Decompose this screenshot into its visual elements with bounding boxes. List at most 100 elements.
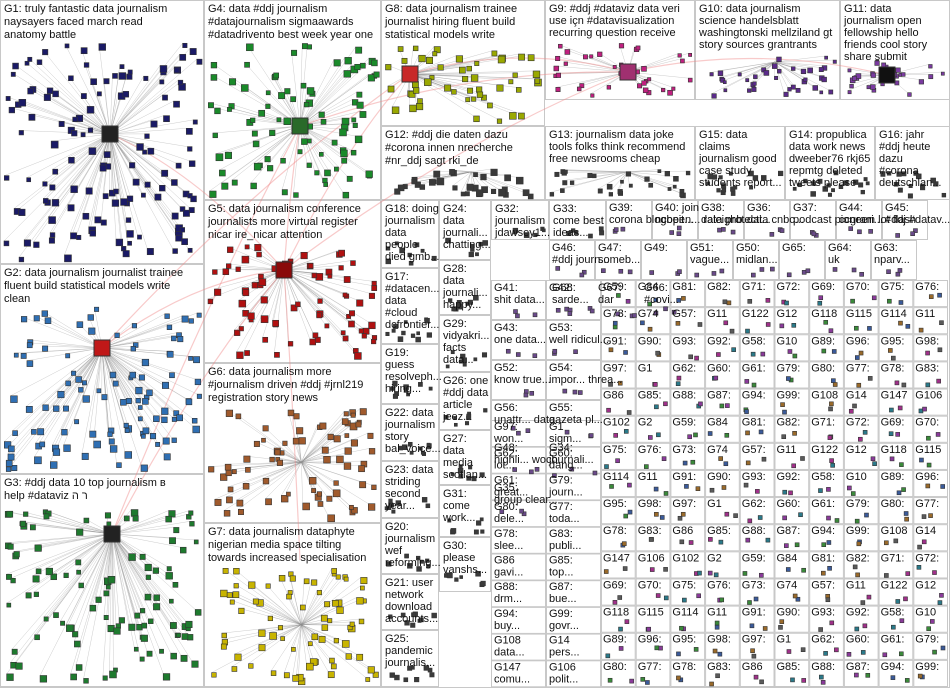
graph-node bbox=[801, 270, 807, 275]
graph-node bbox=[781, 434, 787, 440]
graph-node bbox=[649, 567, 655, 572]
graph-node bbox=[606, 407, 611, 413]
graph-node bbox=[103, 615, 109, 621]
cluster-label: G52: bbox=[494, 362, 518, 374]
graph-node bbox=[653, 310, 659, 316]
cluster-box-tiny bbox=[809, 469, 844, 498]
graph-node bbox=[317, 501, 324, 507]
cluster-label: died gmb... bbox=[385, 251, 439, 263]
cluster-box-tiny bbox=[739, 334, 775, 362]
graph-node bbox=[242, 483, 250, 490]
graph-node bbox=[577, 390, 583, 395]
graph-node bbox=[801, 567, 806, 573]
graph-node bbox=[901, 382, 907, 388]
cluster-box-tiny bbox=[843, 361, 879, 389]
cluster-label: G11 bbox=[846, 579, 866, 591]
graph-node bbox=[426, 332, 432, 338]
graph-node bbox=[169, 598, 174, 604]
graph-node bbox=[144, 181, 151, 188]
graph-node bbox=[425, 503, 431, 509]
graph-node bbox=[897, 268, 903, 273]
graph-node bbox=[560, 188, 565, 193]
graph-node bbox=[647, 77, 652, 82]
graph-node bbox=[515, 87, 522, 93]
graph-node bbox=[679, 539, 685, 545]
graph-node bbox=[181, 238, 188, 245]
graph-node bbox=[258, 629, 266, 637]
graph-node bbox=[644, 176, 650, 182]
graph-node bbox=[39, 675, 48, 683]
graph-node bbox=[825, 597, 831, 603]
graph-node bbox=[76, 234, 82, 240]
graph-node bbox=[645, 680, 650, 685]
graph-node bbox=[854, 672, 859, 678]
cluster-label: #corona bbox=[879, 165, 920, 177]
graph-node bbox=[12, 430, 18, 436]
cluster-box-tiny bbox=[635, 632, 671, 660]
graph-node bbox=[246, 43, 254, 52]
graph-node bbox=[818, 295, 824, 301]
graph-node bbox=[697, 322, 703, 327]
graph-node bbox=[411, 178, 417, 185]
graph-node bbox=[293, 192, 299, 198]
graph-node bbox=[407, 665, 413, 671]
cluster-sublabel: know true... bbox=[494, 374, 551, 386]
cluster-label: G63: bbox=[874, 242, 898, 254]
graph-node bbox=[566, 231, 572, 236]
graph-node bbox=[424, 317, 430, 324]
cluster-box-g32 bbox=[491, 200, 549, 240]
cluster-label: G115 bbox=[915, 444, 941, 456]
graph-node bbox=[166, 566, 172, 572]
graph-node bbox=[265, 498, 272, 506]
graph-node bbox=[182, 209, 190, 217]
graph-node bbox=[283, 117, 291, 126]
graph-node bbox=[860, 650, 866, 655]
graph-node bbox=[233, 568, 240, 575]
graph-node bbox=[616, 293, 621, 298]
graph-node bbox=[391, 106, 400, 114]
cluster-label: chatting... bbox=[443, 239, 491, 251]
graph-node bbox=[155, 441, 161, 447]
graph-node bbox=[241, 84, 249, 92]
graph-node bbox=[728, 171, 733, 176]
graph-node bbox=[821, 348, 827, 354]
cluster-label: journali... bbox=[442, 287, 488, 299]
graph-node bbox=[894, 380, 900, 386]
graph-node bbox=[94, 306, 100, 312]
graph-node bbox=[913, 171, 919, 176]
cluster-label: free newsrooms cheap bbox=[549, 153, 660, 165]
cluster-label: G91: bbox=[603, 335, 627, 347]
cluster-label: G24: bbox=[443, 203, 467, 215]
graph-node bbox=[590, 93, 595, 98]
cluster-box-tiny bbox=[705, 605, 740, 633]
graph-node bbox=[354, 63, 361, 71]
graph-node bbox=[886, 171, 892, 176]
cluster-label: #ddj data bbox=[443, 387, 489, 399]
cluster-label: G84 bbox=[638, 281, 659, 293]
graph-node bbox=[208, 466, 215, 473]
graph-node bbox=[350, 412, 356, 418]
graph-node bbox=[589, 308, 595, 314]
graph-node bbox=[680, 511, 686, 517]
graph-node bbox=[888, 348, 893, 353]
graph-node bbox=[196, 312, 202, 318]
graph-node bbox=[43, 93, 51, 101]
graph-node bbox=[425, 56, 433, 64]
graph-node bbox=[801, 678, 807, 683]
cluster-label: G48: bbox=[494, 442, 518, 454]
graph-node bbox=[571, 228, 576, 233]
graph-node bbox=[515, 313, 520, 319]
cluster-label: G77: bbox=[638, 661, 662, 673]
graph-node bbox=[920, 185, 926, 191]
cluster-label: tweets please bbox=[789, 177, 856, 189]
cluster-label: G70: bbox=[638, 579, 662, 591]
graph-node bbox=[896, 171, 902, 177]
cluster-box-tiny bbox=[913, 361, 948, 389]
graph-node bbox=[635, 45, 641, 51]
graph-node bbox=[429, 179, 436, 186]
cluster-label: nicar ire_nicar attention bbox=[208, 229, 322, 241]
graph-node bbox=[280, 636, 285, 641]
graph-node bbox=[870, 84, 876, 90]
graph-node bbox=[852, 403, 857, 409]
cluster-label: G45: bbox=[885, 202, 909, 214]
